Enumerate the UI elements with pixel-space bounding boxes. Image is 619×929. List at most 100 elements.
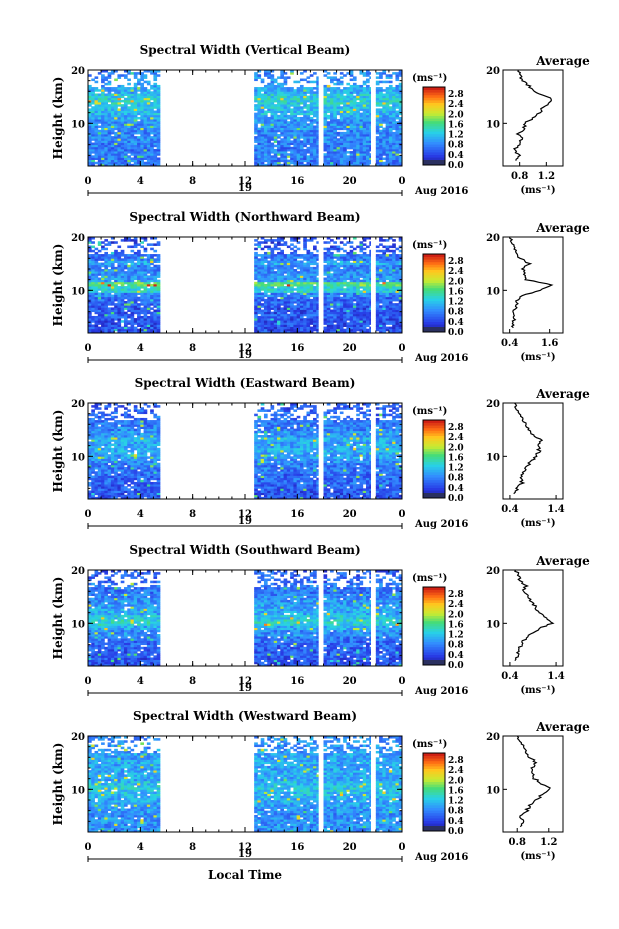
heatmap-cell <box>270 70 275 73</box>
heatmap-cell <box>97 322 102 325</box>
heatmap-cell <box>130 258 135 261</box>
heatmap-cell <box>146 326 151 330</box>
heatmap-cell <box>97 320 102 323</box>
colorbar-segment <box>423 149 445 153</box>
heatmap-cell <box>130 112 135 116</box>
heatmap-cell <box>133 305 138 308</box>
heatmap-cell <box>107 155 112 158</box>
heatmap-cell <box>114 125 118 128</box>
heatmap-cell <box>133 309 138 313</box>
heatmap-cell <box>398 119 403 122</box>
heatmap-cell <box>375 99 380 103</box>
heatmap-cell <box>107 243 112 246</box>
heatmap-cell <box>94 271 99 274</box>
heatmap-cell <box>359 91 364 94</box>
heatmap-cell <box>309 155 314 158</box>
heatmap-cell <box>336 91 341 94</box>
heatmap-cell <box>133 157 138 160</box>
heatmap-cell <box>375 95 380 99</box>
colorbar-segment <box>423 89 445 93</box>
heatmap-cell <box>283 138 288 141</box>
heatmap-cell <box>120 307 125 310</box>
heatmap-cell <box>94 264 99 268</box>
heatmap-cell <box>277 127 281 131</box>
heatmap-cell <box>286 140 291 143</box>
heatmap-cell <box>392 151 396 154</box>
heatmap-cell <box>313 106 317 109</box>
heatmap-cell <box>336 254 341 257</box>
heatmap-cell <box>366 112 370 116</box>
heatmap-cell <box>346 97 351 101</box>
heatmap-cell <box>91 307 95 310</box>
heatmap-cell <box>359 153 364 156</box>
heatmap-cell <box>150 322 154 325</box>
heatmap-cell <box>270 102 275 105</box>
heatmap-cell <box>114 157 118 160</box>
heatmap-cell <box>110 275 115 278</box>
heatmap-cell <box>316 262 319 266</box>
heatmap-cell <box>313 161 317 165</box>
heatmap-cell <box>117 161 122 165</box>
heatmap-cell <box>388 129 393 133</box>
heatmap-cell <box>273 112 278 116</box>
heatmap-cell <box>88 159 92 163</box>
heatmap-cell <box>104 281 109 285</box>
heatmap-cell <box>133 271 138 274</box>
heatmap-cell <box>143 328 148 332</box>
heatmap-cell <box>313 95 317 99</box>
heatmap-cell <box>323 70 328 73</box>
heatmap-cell <box>398 155 403 158</box>
heatmap-cell <box>257 87 262 90</box>
heatmap-cell <box>280 76 284 79</box>
heatmap-cell <box>260 87 265 90</box>
heatmap-cell <box>382 72 387 75</box>
heatmap-cell <box>369 89 371 92</box>
heatmap-cell <box>280 129 284 133</box>
heatmap-cell <box>336 99 341 103</box>
heatmap-cell <box>107 271 112 274</box>
heatmap-cell <box>94 315 99 319</box>
heatmap-cell <box>97 89 102 92</box>
heatmap-cell <box>130 305 135 308</box>
heatmap-cell <box>153 298 158 302</box>
heatmap-cell <box>143 114 148 118</box>
heatmap-cell <box>88 290 92 293</box>
heatmap-cell <box>267 273 271 276</box>
heatmap-cell <box>299 153 304 156</box>
colorbar-segment <box>423 97 445 101</box>
heatmap-cell <box>375 159 380 163</box>
heatmap-cell <box>313 151 317 154</box>
heatmap-cell <box>379 129 383 133</box>
heatmap-cell <box>123 157 128 160</box>
heatmap-cell <box>283 125 288 128</box>
heatmap-cell <box>309 138 314 141</box>
heatmap-cell <box>296 127 301 131</box>
heatmap-cell <box>94 311 99 315</box>
heatmap-cell <box>114 87 118 90</box>
heatmap-cell <box>362 119 367 122</box>
heatmap-cell <box>101 290 105 293</box>
heatmap-cell <box>323 102 328 105</box>
heatmap-cell <box>150 87 154 90</box>
heatmap-cell <box>395 95 400 99</box>
heatmap-cell <box>117 318 122 321</box>
heatmap-cell <box>104 127 109 131</box>
heatmap-cell <box>91 91 95 94</box>
heatmap-cell <box>333 76 337 79</box>
heatmap-cell <box>296 125 301 128</box>
heatmap-cell <box>330 76 334 79</box>
heatmap-cell <box>140 153 144 156</box>
heatmap-cell <box>303 159 307 163</box>
heatmap-cell <box>333 78 337 82</box>
heatmap-cell <box>146 298 151 302</box>
colorbar-segment <box>423 131 445 135</box>
heatmap-cell <box>140 144 144 148</box>
heatmap-cell <box>293 99 298 103</box>
heatmap-cell <box>97 99 102 103</box>
heatmap-cell <box>326 131 331 135</box>
heatmap-cell <box>88 279 92 283</box>
heatmap-cell <box>336 87 341 90</box>
heatmap-cell <box>123 138 128 141</box>
heatmap-cell <box>150 258 154 261</box>
heatmap-cell <box>296 148 301 152</box>
